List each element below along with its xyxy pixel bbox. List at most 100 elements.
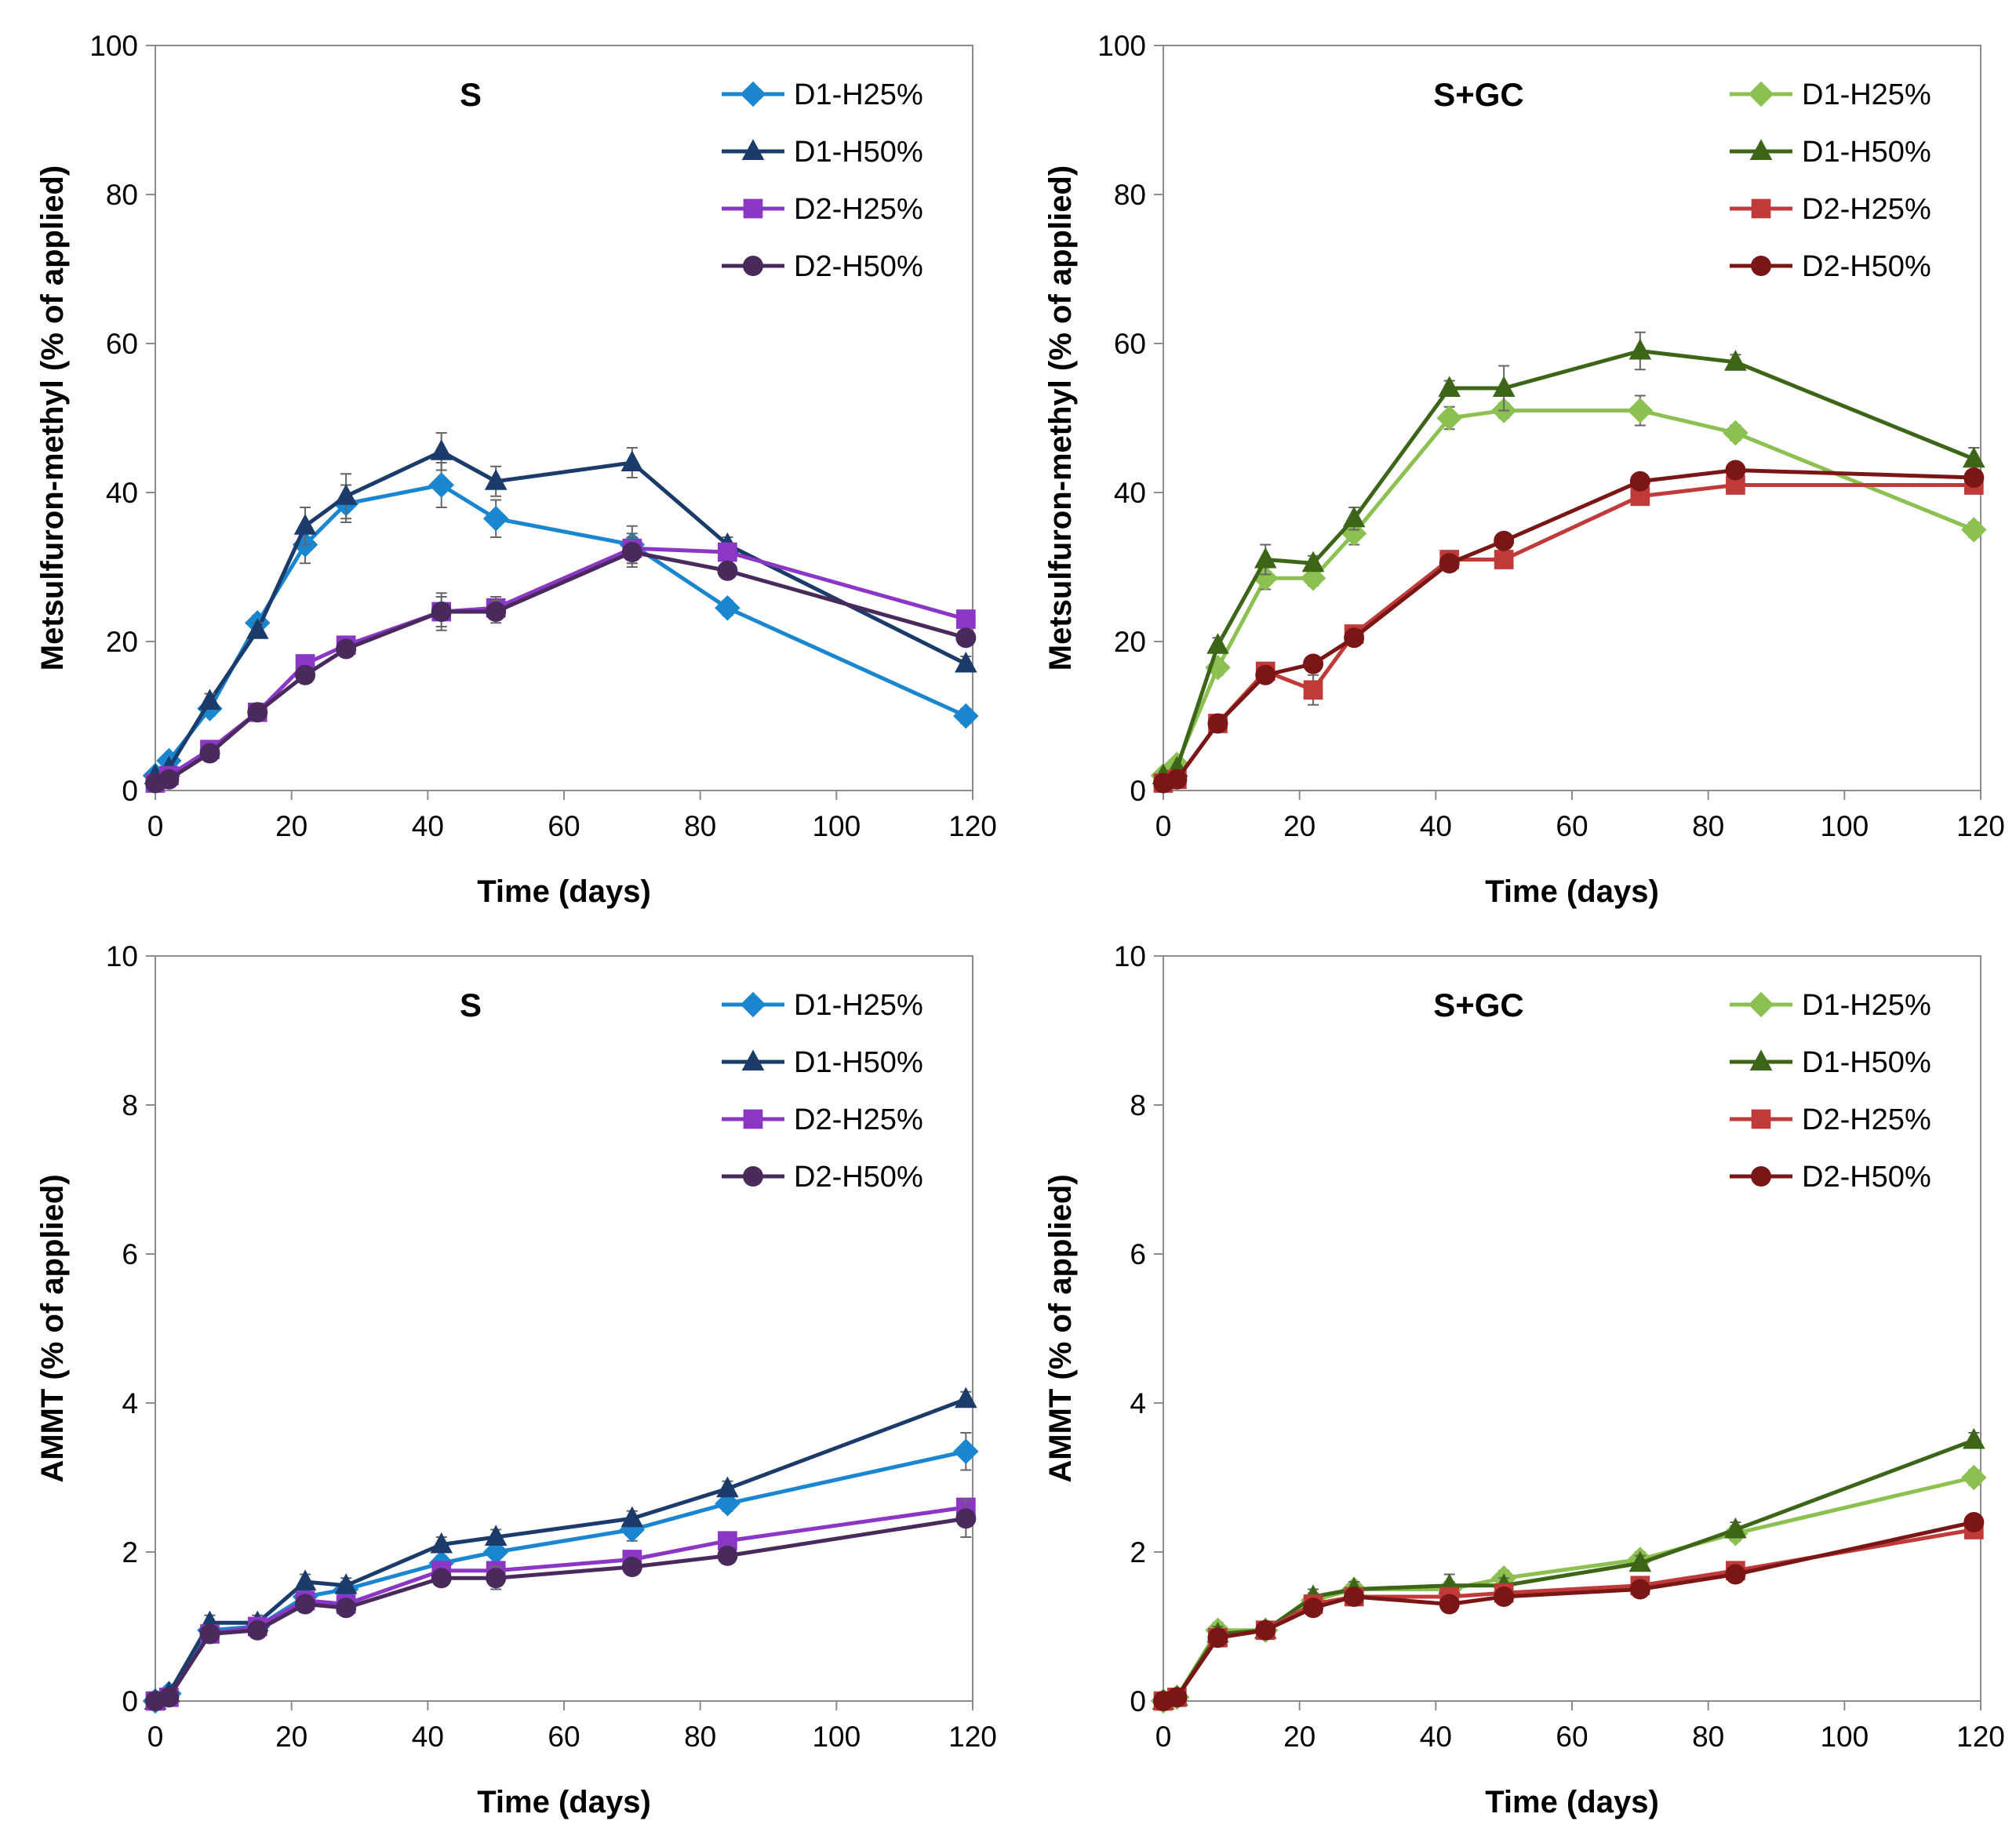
data-point xyxy=(158,769,180,790)
data-point xyxy=(428,472,454,498)
legend-marker xyxy=(741,139,765,161)
data-point xyxy=(431,602,452,622)
x-tick-label: 20 xyxy=(275,1721,307,1753)
data-point xyxy=(158,1687,180,1708)
legend-marker xyxy=(1751,1109,1771,1129)
data-point xyxy=(621,542,642,562)
data-point xyxy=(955,609,976,629)
legend-marker xyxy=(1751,256,1771,276)
data-point xyxy=(1303,680,1323,700)
series-line xyxy=(155,1516,966,1703)
y-axis-label: Metsulfuron-methyl (% of applied) xyxy=(1043,165,1078,671)
legend-marker xyxy=(1748,991,1774,1018)
x-tick-label: 60 xyxy=(1556,810,1588,842)
data-point xyxy=(1723,420,1749,446)
x-axis-label: Time (days) xyxy=(477,1785,651,1819)
data-point xyxy=(1166,769,1188,790)
data-point xyxy=(1629,471,1650,492)
y-tick-label: 2 xyxy=(1130,1536,1146,1568)
data-point xyxy=(430,1532,453,1554)
data-point xyxy=(620,450,644,472)
chart-panel-bottom-left: 0 2 4 6 8 10 0 20 40 60 80 100 120 Time (days) AMMT (%… xyxy=(0,910,1008,1821)
data-point xyxy=(247,702,268,723)
legend-label: D2-H50% xyxy=(1802,1161,1931,1194)
x-tick-label: 60 xyxy=(1556,1721,1588,1753)
series-D1-H50% xyxy=(144,432,977,785)
legend-label: D1-H50% xyxy=(794,136,923,169)
data-point xyxy=(1255,664,1276,685)
legend-label: D2-H25% xyxy=(1802,193,1931,226)
data-point xyxy=(1963,446,1985,468)
data-point xyxy=(1344,1587,1365,1607)
series-line xyxy=(1163,468,1974,785)
panel-title: S xyxy=(460,76,482,113)
panel-title: S+GC xyxy=(1433,76,1524,113)
legend-label: D1-H25% xyxy=(794,78,923,111)
x-tick-label: 0 xyxy=(147,1721,164,1753)
y-tick-label: 10 xyxy=(106,940,138,972)
x-tick-label: 0 xyxy=(1155,1721,1172,1753)
x-tick-label: 120 xyxy=(948,1721,997,1753)
legend-label: D2-H50% xyxy=(794,250,923,283)
data-point xyxy=(486,602,507,622)
legend: D1-H25% D1-H50% D2-H25% D2-H50% xyxy=(722,989,923,1194)
x-tick-label: 60 xyxy=(548,1721,580,1753)
data-point xyxy=(1494,1587,1515,1607)
data-point xyxy=(620,1506,644,1528)
series-line xyxy=(154,449,967,778)
legend-label: D2-H50% xyxy=(1802,250,1931,283)
x-tick-label: 80 xyxy=(684,1721,716,1753)
y-tick-label: 60 xyxy=(1114,328,1146,360)
data-point xyxy=(955,1387,977,1408)
data-point xyxy=(293,514,317,535)
x-tick-label: 40 xyxy=(1420,1721,1452,1753)
y-tick-label: 40 xyxy=(1114,477,1146,509)
data-point xyxy=(1492,376,1516,398)
x-tick-label: 40 xyxy=(1420,810,1452,842)
series-D1-H50% xyxy=(1152,331,1985,785)
legend-marker xyxy=(740,81,766,107)
x-tick-label: 20 xyxy=(275,810,307,842)
x-tick-label: 0 xyxy=(1155,810,1172,842)
series-D1-H25% xyxy=(1150,394,1987,789)
legend-marker xyxy=(1751,198,1771,219)
data-point xyxy=(295,664,316,685)
y-tick-label: 20 xyxy=(1114,626,1146,658)
x-tick-label: 80 xyxy=(1692,810,1724,842)
legend: D1-H25% D1-H50% D2-H25% D2-H50% xyxy=(1730,989,1931,1194)
data-point xyxy=(1494,550,1514,569)
y-tick-label: 8 xyxy=(1130,1089,1146,1121)
x-tick-label: 100 xyxy=(1820,810,1869,842)
data-point xyxy=(247,1619,268,1641)
chart-panel-top-right: 0 20 40 60 80 100 0 20 40 60 80 100 120 Time (days) Me… xyxy=(1008,0,2016,910)
x-axis-label: Time (days) xyxy=(1485,874,1659,909)
y-tick-label: 2 xyxy=(122,1536,138,1568)
data-point xyxy=(1725,460,1746,481)
data-point xyxy=(953,703,979,729)
data-point xyxy=(1342,506,1366,528)
panel-title: S xyxy=(460,987,482,1023)
y-tick-label: 10 xyxy=(1114,940,1146,972)
data-point xyxy=(336,638,357,660)
data-point xyxy=(1963,1512,1985,1532)
series-line xyxy=(154,1397,967,1703)
data-point xyxy=(1629,1579,1650,1600)
data-point xyxy=(1961,517,1987,543)
legend-label: D2-H25% xyxy=(794,193,923,226)
data-point xyxy=(1166,1687,1188,1708)
data-point xyxy=(718,542,737,562)
legend-marker xyxy=(743,1166,763,1187)
data-point xyxy=(1963,1427,1985,1449)
data-point xyxy=(1961,1464,1987,1491)
data-point xyxy=(955,651,977,673)
y-tick-label: 6 xyxy=(122,1238,138,1270)
data-point xyxy=(295,1594,316,1615)
y-tick-label: 0 xyxy=(1130,775,1146,807)
data-point xyxy=(1963,467,1985,488)
series-D2-H50% xyxy=(1153,1512,1985,1711)
x-tick-label: 100 xyxy=(812,1721,861,1753)
y-tick-label: 20 xyxy=(106,626,138,658)
x-tick-label: 40 xyxy=(412,810,444,842)
x-tick-label: 80 xyxy=(1692,1721,1724,1753)
